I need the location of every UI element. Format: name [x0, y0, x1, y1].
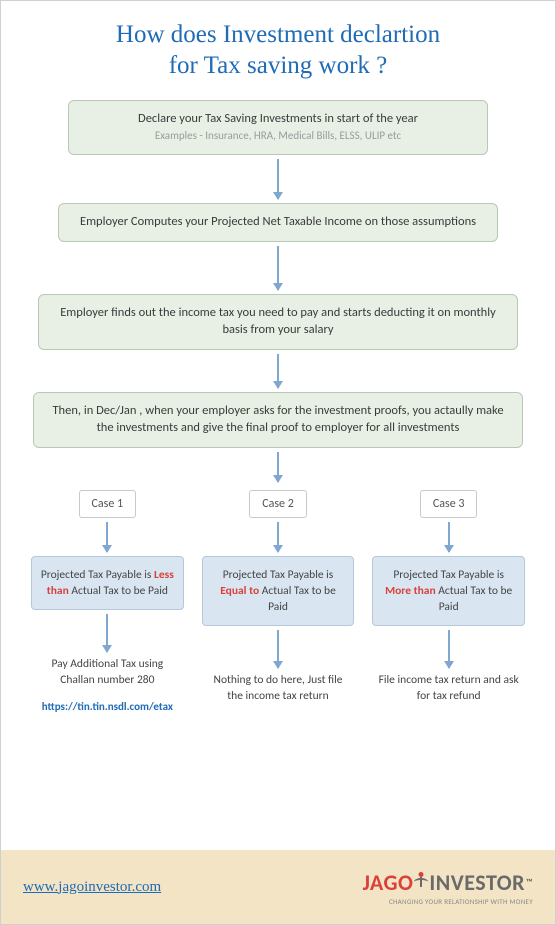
proj-post: Actual Tax to be Paid [69, 584, 168, 598]
flow-step: Employer Computes your Projected Net Tax… [58, 203, 498, 242]
step-text: Employer finds out the income tax you ne… [53, 305, 503, 339]
title-line-2: for Tax saving work ? [169, 52, 388, 79]
trademark-icon: ™ [526, 877, 533, 888]
case-label: Case 2 [249, 490, 307, 518]
proj-pre: Projected Tax Payable is [223, 568, 334, 582]
flow-step: Then, in Dec/Jan , when your employer as… [33, 392, 523, 448]
flow-step: Declare your Tax Saving Investments in s… [68, 100, 488, 156]
proj-pre: Projected Tax Payable is [41, 568, 154, 582]
arrow-down-icon [277, 630, 279, 668]
step-text: Declare your Tax Saving Investments in s… [83, 111, 473, 128]
case-column: Case 2 Projected Tax Payable is Equal to … [202, 490, 355, 713]
page-title: How does Investment declartion for Tax s… [1, 1, 555, 92]
step-text: Then, in Dec/Jan , when your employer as… [48, 403, 508, 437]
projection-box: Projected Tax Payable is Less than Actua… [31, 556, 184, 610]
proj-comparison: Equal to [220, 584, 259, 598]
flowchart: Declare your Tax Saving Investments in s… [1, 92, 555, 713]
arrow-down-icon [277, 246, 279, 290]
title-line-1: How does Investment declartion [116, 21, 440, 48]
arrow-down-icon [277, 354, 279, 388]
case-label: Case 3 [420, 490, 478, 518]
logo-jago: JAGO [363, 869, 414, 896]
projection-box: Projected Tax Payable is Equal to Actual… [202, 556, 355, 626]
proj-pre: Projected Tax Payable is [393, 568, 504, 582]
logo-text: JAGO INVESTOR ™ [363, 869, 533, 896]
logo-tagline: CHANGING YOUR RELATIONSHIP WITH MONEY [389, 897, 533, 906]
footer-bar: www.jagoinvestor.com JAGO INVESTOR ™ CHA… [1, 850, 555, 924]
proj-post: Actual Tax to be Paid [436, 584, 513, 614]
proj-post: Actual Tax to be Paid [259, 584, 336, 614]
step-text: Employer Computes your Projected Net Tax… [73, 214, 483, 231]
case-outcome: File income tax return and ask for tax r… [372, 672, 525, 704]
arrow-down-icon [448, 630, 450, 668]
logo: JAGO INVESTOR ™ CHANGING YOUR RELATIONSH… [363, 869, 533, 906]
flow-step: Employer finds out the income tax you ne… [38, 294, 518, 350]
case-label: Case 1 [79, 490, 137, 518]
proj-comparison: More than [385, 584, 436, 598]
arrow-down-icon [277, 522, 279, 552]
case-column: Case 1 Projected Tax Payable is Less than… [31, 490, 184, 713]
arrow-down-icon [106, 614, 108, 652]
logo-investor: INVESTOR [429, 869, 525, 896]
case-outcome: Pay Additional Tax using Challan number … [31, 656, 184, 688]
arrow-down-icon [106, 522, 108, 552]
person-icon [414, 872, 428, 892]
cases-row: Case 1 Projected Tax Payable is Less than… [31, 490, 525, 713]
step-subtext: Examples - Insurance, HRA, Medical Bills… [83, 129, 473, 144]
etax-link[interactable]: https://tin.tin.nsdl.com/etax [42, 700, 173, 713]
site-link[interactable]: www.jagoinvestor.com [23, 879, 161, 896]
arrow-down-icon [277, 159, 279, 199]
case-outcome: Nothing to do here, Just file the income… [202, 672, 355, 704]
arrow-down-icon [448, 522, 450, 552]
projection-box: Projected Tax Payable is More than Actua… [372, 556, 525, 626]
case-column: Case 3 Projected Tax Payable is More than… [372, 490, 525, 713]
arrow-down-icon [277, 452, 279, 482]
